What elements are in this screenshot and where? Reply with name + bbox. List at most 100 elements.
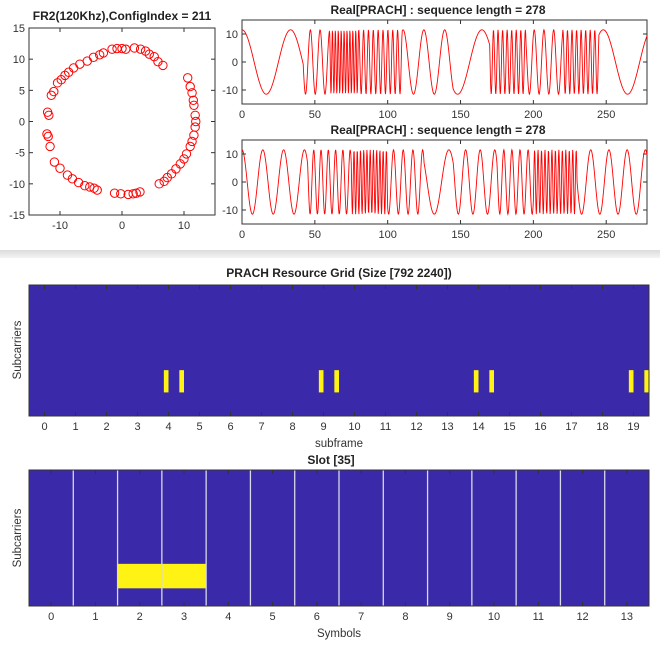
resource-grid-title: PRACH Resource Grid (Size [792 2240]): [226, 266, 451, 280]
real-prach-2-ytick-label: 10: [226, 149, 238, 161]
constellation-ytick-label: 0: [19, 117, 25, 129]
top-figure-window: FR2(120Khz),ConfigIndex = 211 -10 0 10 -15-…: [0, 0, 660, 250]
constellation-point: [80, 181, 90, 191]
real-prach-1-xtick-label: 50: [309, 109, 321, 121]
resource-grid-ticks: 0 1 2 3 4 5 6 7 8 9 10 11 12 13 14 15 16 17 18 19: [41, 285, 640, 433]
constellation-point: [98, 48, 109, 58]
real-prach-2-xtick-label: 150: [451, 229, 469, 241]
slot-xtick-label: 10: [488, 611, 500, 623]
resource-grid-active-blocks: [163, 370, 649, 393]
constellation-point: [42, 129, 52, 139]
resource-grid-xtick-label: 7: [258, 421, 264, 433]
constellation-point: [128, 189, 138, 199]
resource-grid-xtick-label: 14: [472, 421, 484, 433]
real-prach-2-series-line: [241, 148, 648, 216]
active-prach-block: [179, 370, 184, 393]
resource-grid-xtick-label: 1: [72, 421, 78, 433]
real-prach-1-xtick-label: 100: [379, 109, 397, 121]
slot-plot: Slot [35] 0 1 2 3 4 5 6 7 8 9 10 11 12 13 Symbols Sub…: [12, 453, 650, 640]
slot-xtick-label: 1: [92, 611, 98, 623]
constellation-point: [129, 43, 140, 53]
slot-xtick-label: 0: [48, 611, 54, 623]
constellation-point: [55, 163, 65, 173]
real-prach-2-xtick-label: 50: [309, 229, 321, 241]
constellation-point: [158, 60, 168, 71]
constellation-axes-box: [28, 27, 216, 216]
constellation-title: FR2(120Khz),ConfigIndex = 211: [33, 9, 212, 23]
constellation-xtick-label: -10: [52, 220, 68, 232]
active-prach-block: [644, 370, 649, 393]
resource-grid-background: [29, 285, 649, 416]
resource-grid-xtick-label: 17: [565, 421, 577, 433]
constellation-point: [179, 154, 189, 164]
resource-grid-xtick-label: 15: [503, 421, 515, 433]
resource-grid-xtick-label: 0: [41, 421, 47, 433]
slot-xtick-label: 2: [137, 611, 143, 623]
resource-grid-xtick-label: 9: [320, 421, 326, 433]
constellation-point: [92, 185, 102, 195]
real-prach-1-xtick-label: 0: [239, 109, 245, 121]
constellation-point: [185, 141, 195, 152]
slot-xtick-label: 8: [402, 611, 408, 623]
slot-xtick-label: 3: [181, 611, 187, 623]
bottom-figure-canvas: PRACH Resource Grid (Size [792 2240]) 0 1…: [12, 266, 650, 640]
constellation-point: [189, 100, 199, 110]
constellation-xtick-label: 0: [119, 220, 125, 232]
constellation-point: [144, 49, 154, 59]
constellation-ytick-label: -10: [9, 179, 25, 191]
constellation-point: [44, 110, 54, 120]
real-prach-1-ytick-label: -10: [222, 85, 238, 97]
constellation-point: [154, 179, 164, 189]
constellation-point: [73, 177, 84, 188]
constellation-xtick-label: 10: [178, 220, 190, 232]
slot-title: Slot [35]: [307, 453, 354, 467]
resource-grid-plot: PRACH Resource Grid (Size [792 2240]) 0 1…: [12, 266, 650, 450]
slot-xtick-label: 9: [447, 611, 453, 623]
slot-xtick-label: 6: [314, 611, 320, 623]
constellation-ytick-label: -15: [9, 210, 25, 222]
bottom-figure-window: PRACH Resource Grid (Size [792 2240]) 0 1…: [0, 258, 660, 642]
constellation-point: [116, 189, 126, 199]
constellation-points: [42, 43, 201, 200]
slot-ticks: 0 1 2 3 4 5 6 7 8 9 10 11 12 13: [48, 470, 633, 623]
constellation-point: [190, 110, 200, 120]
resource-grid-xtick-label: 5: [196, 421, 202, 433]
constellation-point: [183, 73, 193, 83]
active-prach-block: [489, 370, 494, 393]
figure-separator: [0, 250, 660, 258]
real-prach-plot-2: Real[PRACH] : sequence length = 278 0 50 1…: [222, 123, 648, 241]
slot-symbol-boundaries: [72, 470, 606, 606]
real-prach-2-ytick-label: 0: [232, 177, 238, 189]
constellation-plot: FR2(120Khz),ConfigIndex = 211 -10 0 10 -15 -…: [9, 9, 216, 232]
constellation-point: [49, 86, 59, 97]
resource-grid-ylabel: Subcarriers: [12, 320, 24, 379]
resource-grid-xtick-label: 19: [627, 421, 639, 433]
resource-grid-axes-box: [28, 284, 650, 417]
real-prach-2-xtick-label: 100: [379, 229, 397, 241]
resource-grid-xtick-label: 8: [289, 421, 295, 433]
resource-grid-xtick-label: 6: [227, 421, 233, 433]
resource-grid-xtick-label: 3: [134, 421, 140, 433]
constellation-point: [185, 81, 195, 92]
active-prach-block: [163, 370, 169, 393]
slot-axes-box: [28, 469, 650, 607]
resource-grid-xlabel: subframe: [315, 438, 363, 450]
constellation-point: [191, 116, 201, 127]
slot-xtick-label: 7: [358, 611, 364, 623]
constellation-point: [190, 122, 200, 132]
constellation-point: [109, 188, 120, 198]
constellation-point: [89, 183, 99, 193]
slot-xtick-label: 11: [533, 611, 544, 623]
slot-xtick-label: 4: [225, 611, 231, 623]
constellation-point: [188, 95, 199, 106]
real-prach-2-xtick-label: 0: [239, 229, 245, 241]
constellation-point: [107, 44, 117, 54]
constellation-ytick-label: -5: [15, 148, 25, 160]
constellation-point: [131, 188, 141, 198]
top-figure-canvas: FR2(120Khz),ConfigIndex = 211 -10 0 10-15-…: [9, 3, 648, 241]
resource-grid-xtick-label: 18: [596, 421, 608, 433]
slot-xtick-label: 12: [576, 611, 588, 623]
real-prach-2-title: Real[PRACH] : sequence length = 278: [330, 123, 545, 137]
